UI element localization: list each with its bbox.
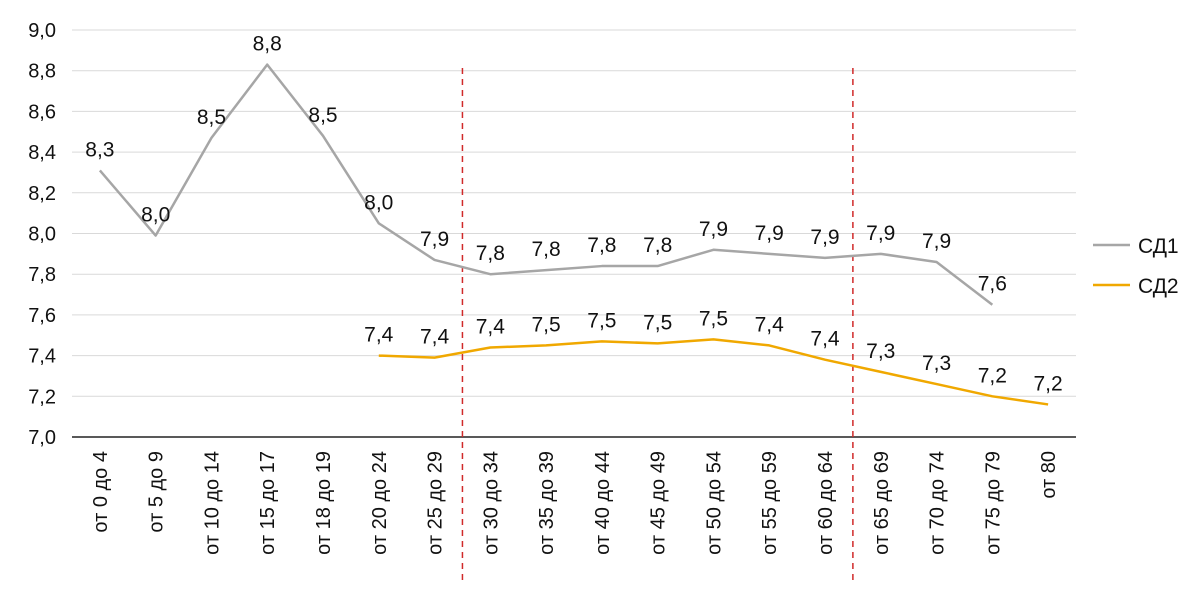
x-tick-label: от 10 до 14 bbox=[201, 451, 223, 555]
x-tick-label: от 65 до 69 bbox=[871, 451, 893, 555]
y-tick-label: 8,4 bbox=[28, 142, 56, 164]
x-tick-label: от 35 до 39 bbox=[536, 451, 558, 555]
x-tick-label: от 25 до 29 bbox=[425, 451, 447, 555]
y-tick-label: 8,0 bbox=[28, 224, 56, 246]
data-label: 7,3 bbox=[866, 340, 895, 363]
y-tick-label: 7,4 bbox=[28, 346, 56, 368]
y-tick-label: 8,8 bbox=[28, 61, 56, 83]
data-label: 7,4 bbox=[476, 315, 506, 338]
data-label: 7,8 bbox=[643, 234, 672, 257]
data-label: 7,6 bbox=[978, 273, 1007, 296]
x-tick-label: от 75 до 79 bbox=[982, 451, 1004, 555]
x-tick-label: от 18 до 19 bbox=[313, 451, 335, 555]
y-tick-label: 8,2 bbox=[28, 183, 56, 205]
data-labels: 8,3 8,0 8,5 8,8 8,5 8,0 7,9 7,8 7,8 7,8 7,8 7,9 7,9 7… bbox=[85, 33, 1062, 396]
data-label: 7,9 bbox=[420, 228, 449, 251]
x-tick-label: от 30 до 34 bbox=[480, 451, 502, 555]
data-label: 7,5 bbox=[532, 313, 561, 336]
y-tick-label: 7,0 bbox=[28, 427, 56, 449]
x-tick-label: от 50 до 54 bbox=[703, 451, 725, 555]
data-label: 7,3 bbox=[922, 352, 951, 375]
data-label: 7,2 bbox=[978, 364, 1007, 387]
series-lines bbox=[98, 63, 1049, 406]
y-tick-label: 7,6 bbox=[28, 305, 56, 327]
x-tick-label: от 70 до 74 bbox=[927, 451, 949, 555]
legend-label: СД2 bbox=[1138, 275, 1179, 298]
x-tick-label: от 60 до 64 bbox=[815, 451, 837, 555]
legend: СД1 СД2 bbox=[1093, 235, 1179, 298]
x-tick-label: от 80 bbox=[1038, 451, 1060, 499]
data-label: 7,8 bbox=[476, 242, 505, 265]
x-tick-label: от 55 до 59 bbox=[759, 451, 781, 555]
x-tick-label: от 40 до 44 bbox=[592, 451, 614, 555]
data-label: 7,4 bbox=[755, 313, 785, 336]
data-label: 7,8 bbox=[587, 234, 616, 257]
data-label: 8,0 bbox=[141, 204, 170, 227]
grid-lines bbox=[72, 29, 1076, 397]
data-label: 7,2 bbox=[1034, 372, 1063, 395]
data-label: 7,9 bbox=[922, 230, 951, 253]
data-label: 8,5 bbox=[308, 104, 337, 127]
x-tick-label: от 45 до 49 bbox=[648, 451, 670, 555]
data-label: 7,4 bbox=[810, 328, 840, 351]
data-label: 7,8 bbox=[532, 238, 561, 261]
data-label: 7,5 bbox=[587, 309, 616, 332]
y-tick-label: 8,6 bbox=[28, 101, 56, 123]
series-line-1 bbox=[98, 63, 994, 306]
data-label: 7,9 bbox=[866, 222, 895, 245]
legend-label: СД1 bbox=[1138, 235, 1179, 258]
x-tick-label: от 5 до 9 bbox=[146, 451, 168, 533]
data-label: 7,5 bbox=[699, 307, 728, 330]
x-axis: от 0 до 4 от 5 до 9 от 10 до 14 от 15 до 17… bbox=[72, 436, 1076, 555]
x-tick-label: от 15 до 17 bbox=[257, 451, 279, 555]
data-label: 8,3 bbox=[85, 138, 114, 161]
y-tick-label: 9,0 bbox=[28, 20, 56, 42]
data-label: 8,5 bbox=[197, 106, 226, 129]
data-label: 8,8 bbox=[253, 33, 282, 56]
data-label: 7,4 bbox=[364, 324, 394, 347]
data-label: 7,9 bbox=[810, 226, 839, 249]
y-tick-label: 7,8 bbox=[28, 264, 56, 286]
data-label: 7,4 bbox=[420, 326, 450, 349]
x-tick-label: от 0 до 4 bbox=[90, 451, 112, 533]
data-label: 7,9 bbox=[699, 218, 728, 241]
data-label: 8,0 bbox=[364, 191, 393, 214]
data-label: 7,9 bbox=[755, 222, 784, 245]
series-line-2 bbox=[378, 338, 1049, 406]
x-tick-label: от 20 до 24 bbox=[369, 451, 391, 555]
reference-lines bbox=[461, 68, 854, 580]
y-tick-label: 7,2 bbox=[28, 386, 56, 408]
y-axis: 7,0 7,2 7,4 7,6 7,8 8,0 8,2 8,4 8,6 8,8 9,0 bbox=[28, 20, 56, 449]
data-label: 7,5 bbox=[643, 311, 672, 334]
